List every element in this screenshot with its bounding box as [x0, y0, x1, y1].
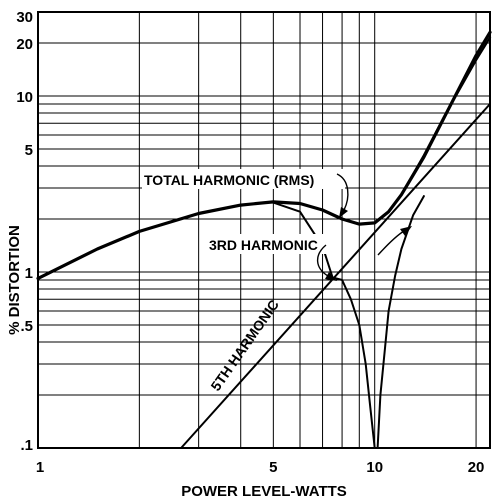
x-tick-label: 5 — [269, 459, 277, 476]
x-axis-label: POWER LEVEL-WATTS — [181, 483, 347, 500]
series-3rd-harmonic — [36, 36, 492, 280]
annotation-3rd-harmonic-leader — [316, 244, 329, 277]
series-5th-harmonic — [180, 103, 491, 449]
x-tick-label: 20 — [468, 459, 485, 476]
y-tick-label: 5 — [25, 142, 33, 159]
x-tick-label: 1 — [36, 459, 44, 476]
series-layer — [36, 30, 492, 449]
tick-labels: 1 5 10 20 .1 .5 1 5 10 20 30 — [16, 9, 484, 476]
y-tick-label: .1 — [20, 437, 33, 454]
annotation-3rd-harmonic-arrowhead — [325, 272, 337, 281]
y-tick-label: .5 — [20, 318, 33, 335]
y-tick-label: 20 — [16, 36, 33, 53]
plot-frame — [37, 11, 491, 449]
x-tick-label: 10 — [366, 459, 383, 476]
annotation-5th-harmonic-arrowhead — [400, 226, 412, 236]
y-tick-label: 30 — [16, 9, 33, 26]
annotation-3rd-harmonic-background — [207, 234, 329, 254]
grid — [38, 12, 490, 448]
y-axis-label: % DISTORTION — [6, 225, 23, 335]
annotation-5th-harmonic-leader — [377, 230, 405, 256]
y-tick-label: 1 — [25, 265, 33, 282]
annotation-total-harmonic-arrowhead — [339, 207, 348, 218]
y-tick-label: 10 — [16, 89, 33, 106]
series-3rd-harmonic-rise — [376, 195, 425, 449]
annotation-total-harmonic-leader — [336, 173, 349, 211]
annotation-3rd-harmonic: 3RD HARMONIC — [209, 237, 318, 253]
annotation-total-harmonic: TOTAL HARMONIC (RMS) — [144, 172, 314, 188]
annotation-total-harmonic-background — [142, 169, 345, 189]
